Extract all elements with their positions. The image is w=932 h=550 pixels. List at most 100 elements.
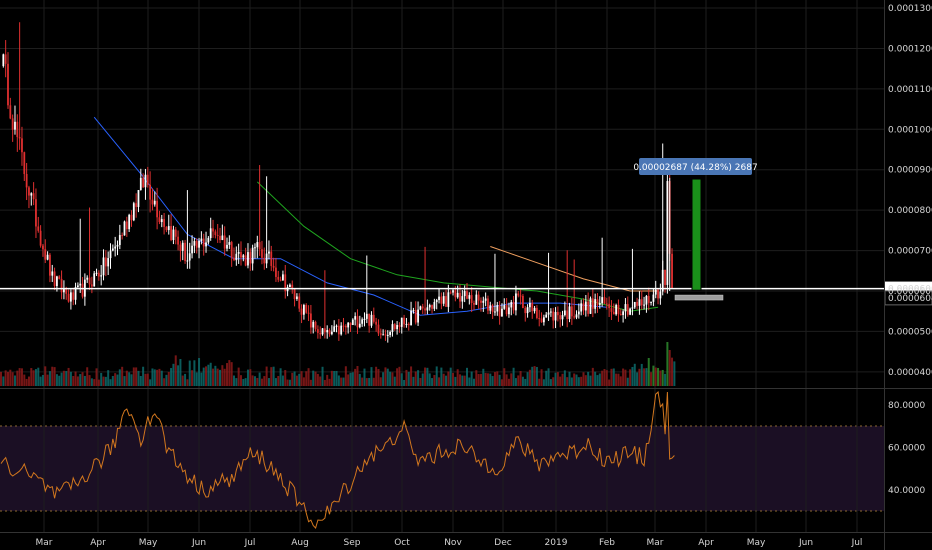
volume-bar <box>549 379 552 386</box>
candle-body <box>28 187 30 196</box>
candle-body <box>608 303 611 309</box>
candle-body <box>477 294 480 301</box>
volume-bar <box>44 366 47 386</box>
candle-body <box>167 226 170 231</box>
candle-body <box>419 306 422 310</box>
volume-bar <box>132 367 135 386</box>
volume-bar <box>645 368 648 386</box>
volume-bar <box>552 377 555 386</box>
candle-body <box>88 277 91 285</box>
candle-body <box>605 303 608 305</box>
volume-bar <box>0 371 2 386</box>
candle-body <box>261 249 263 258</box>
volume-bar <box>60 372 63 386</box>
price-tick-label: 0.00008000 <box>888 206 932 216</box>
volume-bar <box>195 372 198 386</box>
time-tick-label: Dec <box>494 538 511 548</box>
volume-bars <box>0 342 676 386</box>
volume-bar <box>184 373 187 386</box>
candle-body <box>377 324 380 334</box>
volume-bar <box>608 379 611 386</box>
volume-bar <box>337 375 340 386</box>
candle-body <box>654 289 657 295</box>
volume-bar <box>151 368 154 386</box>
volume-bar <box>559 376 562 386</box>
time-tick-label: Oct <box>394 538 410 548</box>
volume-bar <box>624 369 627 386</box>
candle-body <box>298 296 301 309</box>
candle-body <box>30 193 33 196</box>
candle-body <box>219 235 221 240</box>
candle-body <box>603 297 606 304</box>
candle-body <box>626 304 629 315</box>
volume-bar <box>477 374 480 386</box>
candle-body <box>109 250 112 259</box>
volume-bar <box>221 365 224 386</box>
candle-body <box>244 255 247 266</box>
price-tick-label: 0.00013000 <box>888 4 932 14</box>
volume-bar <box>114 373 117 386</box>
candle-body <box>384 334 387 336</box>
volume-bar <box>459 374 462 386</box>
volume-bar <box>146 373 149 386</box>
candle-body <box>11 118 14 130</box>
candle-body <box>65 289 68 294</box>
volume-bar <box>524 378 527 386</box>
volume-bar <box>563 370 566 386</box>
volume-bar <box>547 368 550 386</box>
volume-bar <box>361 377 364 386</box>
volume-bar <box>67 367 70 386</box>
candle-body <box>622 311 625 316</box>
candle-body <box>405 323 408 325</box>
volume-bar <box>570 377 573 386</box>
candle-body <box>559 315 562 320</box>
time-tick-label: Jun <box>191 538 206 548</box>
volume-bar <box>18 368 21 386</box>
candle-body <box>37 226 40 231</box>
candle-body <box>424 308 426 311</box>
volume-bar <box>417 370 420 386</box>
volume-bar <box>53 367 56 386</box>
candle-body <box>619 314 622 316</box>
rsi-tick-label: 80.0000 <box>888 401 925 411</box>
candle-body <box>305 304 308 313</box>
candles <box>2 22 673 343</box>
volume-bar <box>556 372 559 386</box>
volume-bar <box>125 370 128 386</box>
candle-body <box>293 289 296 300</box>
candle-body <box>480 300 482 303</box>
candle-body <box>100 275 103 277</box>
volume-bar <box>584 375 587 386</box>
volume-bar <box>81 372 84 386</box>
volume-bar <box>209 362 212 386</box>
candle-body <box>44 249 47 260</box>
candle-body <box>547 312 550 315</box>
candle-body <box>76 285 79 287</box>
volume-bar <box>493 372 496 386</box>
candle-body <box>235 253 238 261</box>
volume-bar <box>326 374 329 386</box>
candle-body <box>102 257 105 276</box>
candle-body <box>577 311 580 315</box>
candle-body <box>209 228 212 239</box>
candle-body <box>333 326 336 332</box>
volume-bar <box>424 367 427 386</box>
price-tick-label: 0.00006000 <box>888 287 932 297</box>
candle-body <box>342 325 345 327</box>
volume-bar <box>116 374 119 386</box>
candle-body <box>2 54 5 67</box>
candle-body <box>258 242 261 250</box>
volume-bar <box>340 377 343 386</box>
candle-body <box>582 303 585 311</box>
measure-tool[interactable]: 0.00002687 (44.28%) 2687 <box>633 158 758 291</box>
candle-body <box>7 63 9 106</box>
candle-body <box>361 319 364 324</box>
candle-body <box>247 252 249 266</box>
candle-body <box>165 226 168 231</box>
candle-body <box>351 319 354 325</box>
candle-body <box>56 276 58 287</box>
candle-body <box>291 284 294 290</box>
time-tick-label: Jun <box>798 538 813 548</box>
candle-body <box>95 272 98 274</box>
volume-bar <box>111 375 114 386</box>
